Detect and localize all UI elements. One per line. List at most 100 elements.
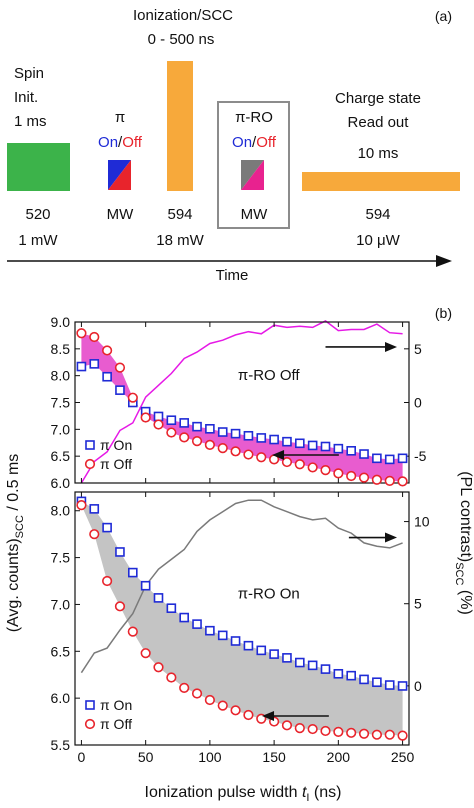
legend-pi-on-marker	[85, 700, 95, 710]
pi-on-text: On	[98, 134, 118, 151]
spin-init-label-line2: Init.	[14, 89, 38, 106]
pi-on-point	[307, 660, 318, 671]
pi-off-point	[230, 705, 241, 716]
y-tick-label: 7.0	[51, 596, 71, 612]
pi-off-point	[371, 729, 382, 740]
pi-off-point	[256, 713, 267, 724]
x-axis-label: Ionization pulse width tI (ns)	[145, 784, 342, 804]
pi-on-point	[217, 630, 228, 641]
ionization-594-pulse	[167, 61, 193, 191]
pi-off-point	[153, 662, 164, 673]
pi-on-off-label: On/Off	[98, 134, 143, 151]
pi-on-point	[384, 454, 395, 465]
readout-power: 10 μW	[356, 232, 400, 249]
pi-on-point	[192, 421, 202, 432]
pi-off-point	[114, 601, 126, 612]
readout-wavelength: 594	[365, 206, 390, 223]
pi-on-point	[243, 640, 254, 651]
y-axis-left-label: (Avg. counts)SCC / 0.5 ms	[5, 454, 26, 633]
pi-on-point	[243, 430, 254, 441]
y-left-label-rest: / 0.5 ms	[5, 454, 22, 515]
pi-off-point	[191, 436, 203, 447]
pi-off-point	[179, 432, 190, 443]
pi-on-point	[166, 603, 177, 613]
pi-on-point	[217, 427, 228, 437]
y-tick-label: 7.5	[51, 395, 71, 411]
plot-frame	[74, 491, 410, 746]
readout-label-line3: 10 ms	[358, 145, 399, 162]
mw-label-2: MW	[241, 206, 268, 223]
pi-ro-highlight-box	[217, 101, 290, 229]
pi-ro-on-off-label: On/Off	[232, 134, 277, 151]
y-axis-right-label: (PL contrast)SCC (%)	[453, 471, 474, 615]
y-tick-label: 8.0	[51, 368, 71, 384]
laser-520-pulse	[7, 143, 70, 191]
pi-off-point	[166, 427, 177, 438]
pi-ro-off-text: Off	[256, 134, 277, 151]
time-axis-label: Time	[216, 267, 249, 284]
pi-on-point	[372, 453, 382, 464]
legend-pi-off-label: π Off	[100, 456, 132, 472]
pi-off-point	[217, 443, 228, 454]
pl-contrast-line	[80, 499, 403, 674]
y-right-label-sub: SCC	[453, 562, 465, 585]
pi-on-point	[346, 445, 356, 456]
pi-off-point	[89, 529, 100, 540]
pi-off-point	[256, 452, 267, 463]
right-axis-arrow-head	[385, 341, 397, 352]
x-label-variable: t	[302, 784, 307, 801]
pi-off-point	[346, 470, 357, 482]
pi-on-point	[153, 593, 164, 603]
pi-off-point	[102, 575, 113, 587]
pi-off-point	[204, 694, 215, 706]
pi-off-point	[179, 682, 190, 693]
pi-off-point	[102, 345, 113, 356]
pi-on-point	[359, 449, 369, 459]
mw-label-1: MW	[107, 206, 134, 223]
pi-off-point	[397, 476, 408, 487]
pi-off-point	[307, 462, 318, 473]
left-axis-arrow-head	[272, 450, 285, 460]
pi-off-point	[166, 672, 177, 683]
ionization-label-line1: Ionization/SCC	[133, 7, 233, 24]
plot-annotation: π-RO Off	[238, 367, 301, 384]
pi-off-point	[76, 500, 87, 511]
pi-off-point	[397, 730, 408, 741]
pi-on-point	[333, 443, 344, 454]
y2-tick-label: -5	[414, 448, 427, 464]
pi-on-point	[166, 415, 177, 426]
pi-on-point	[320, 664, 331, 674]
pi-on-point	[153, 411, 164, 422]
x-label-subscript: I	[306, 792, 309, 804]
pi-on-point	[269, 434, 279, 445]
readout-594-pulse	[302, 172, 460, 191]
y-tick-label: 6.0	[51, 690, 71, 706]
pi-on-point	[384, 680, 395, 690]
pi-off-point	[230, 446, 241, 457]
pi-on-point	[89, 359, 100, 369]
pi-on-point	[359, 674, 369, 685]
pi-off-point	[294, 723, 305, 734]
pi-label: π	[115, 109, 125, 126]
pi-ro-slash-text: /	[252, 134, 257, 151]
pi-off-point	[281, 456, 293, 468]
pi-on-point	[346, 670, 356, 681]
y-right-label-rest: (%)	[457, 585, 474, 614]
pi-off-point	[384, 475, 395, 486]
pi-on-point	[320, 441, 331, 452]
pi-off-point	[320, 725, 331, 737]
pi-ro-on-text: On	[232, 134, 252, 151]
legend-pi-on-label: π On	[100, 437, 132, 453]
pi-on-point	[140, 580, 151, 591]
pi-on-point	[307, 440, 318, 451]
pi-off-point	[243, 449, 254, 460]
y-tick-label: 7.0	[51, 421, 71, 437]
readout-label-line1: Charge state	[335, 90, 421, 107]
y-left-label-main: (Avg. counts)	[5, 538, 22, 632]
pi-off-point	[294, 459, 305, 470]
pi-off-point	[281, 720, 293, 731]
pi-off-point	[191, 688, 203, 699]
right-axis-arrow-head	[385, 532, 397, 543]
spin-init-label-line1: Spin	[14, 65, 44, 82]
panel-a-label: (a)	[435, 8, 452, 24]
